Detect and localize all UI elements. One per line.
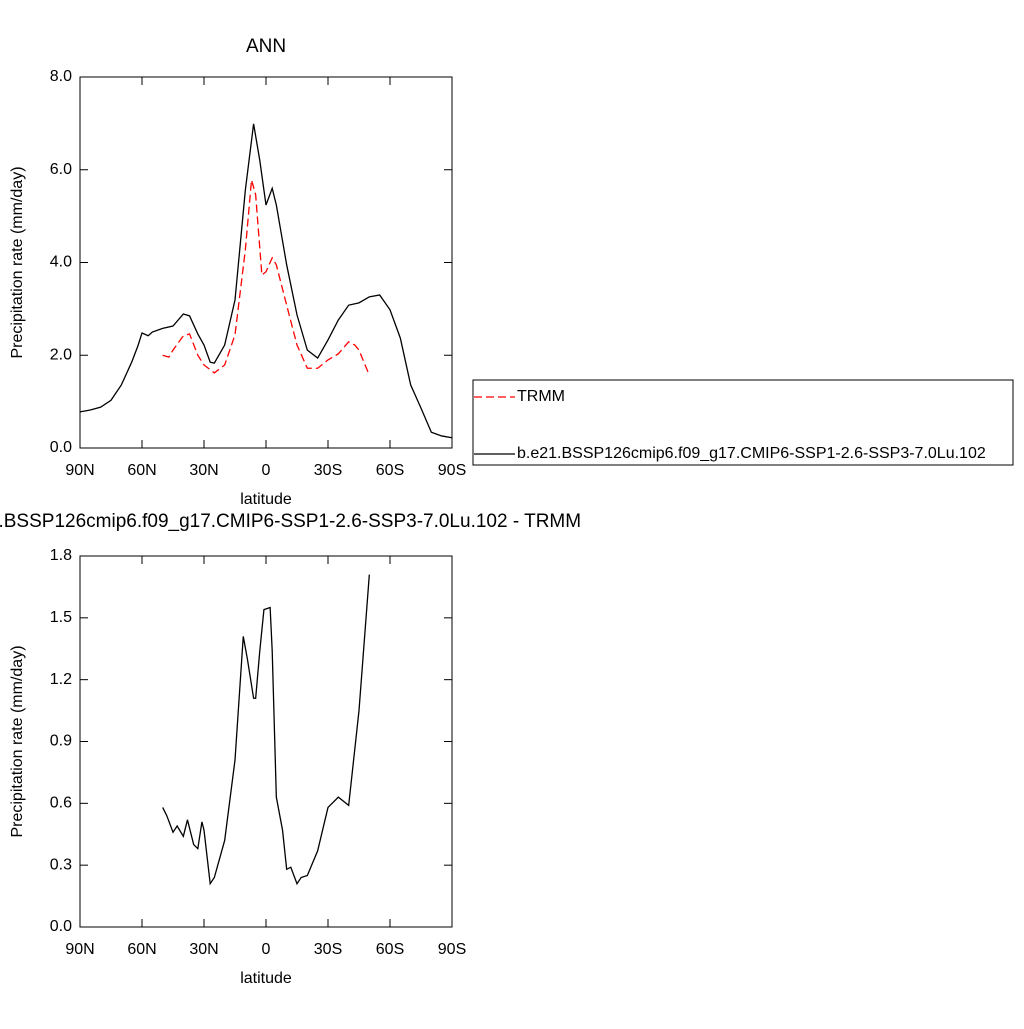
plot-frame bbox=[79, 555, 453, 928]
legend-label: b.e21.BSSP126cmip6.f09_g17.CMIP6-SSP1-2.… bbox=[517, 445, 986, 462]
plot-frame bbox=[79, 76, 453, 449]
x-axis-label: latitude bbox=[240, 491, 292, 508]
y-axis-label: Precipitation rate (mm/day) bbox=[9, 166, 26, 358]
x-tick-label: 30N bbox=[189, 941, 218, 958]
x-tick-label: 0 bbox=[262, 462, 271, 479]
y-tick-label: 2.0 bbox=[50, 346, 72, 363]
y-tick-label: 8.0 bbox=[50, 68, 72, 85]
y-tick-label: 0.6 bbox=[50, 795, 72, 812]
y-tick-label: 0.3 bbox=[50, 856, 72, 873]
y-tick-label: 6.0 bbox=[50, 161, 72, 178]
chart-title: b.e21.BSSP126cmip6.f09_g17.CMIP6-SSP1-2.… bbox=[0, 511, 581, 532]
y-tick-label: 1.8 bbox=[50, 547, 72, 564]
y-axis-label: Precipitation rate (mm/day) bbox=[9, 645, 26, 837]
x-axis-label: latitude bbox=[240, 970, 292, 987]
y-tick-label: 1.5 bbox=[50, 609, 72, 626]
x-tick-label: 60N bbox=[127, 941, 156, 958]
legend-box bbox=[472, 379, 1014, 466]
y-tick-label: 0.9 bbox=[50, 733, 72, 750]
data-line bbox=[162, 574, 370, 886]
data-line bbox=[162, 179, 370, 376]
x-tick-label: 90S bbox=[438, 941, 466, 958]
x-tick-label: 90N bbox=[65, 941, 94, 958]
y-tick-label: 1.2 bbox=[50, 671, 72, 688]
x-tick-label: 30S bbox=[314, 462, 342, 479]
x-tick-label: 0 bbox=[262, 941, 271, 958]
x-tick-label: 90S bbox=[438, 462, 466, 479]
data-line bbox=[79, 123, 453, 439]
chart-title: ANN bbox=[246, 36, 286, 57]
x-tick-label: 30S bbox=[314, 941, 342, 958]
x-tick-label: 30N bbox=[189, 462, 218, 479]
x-tick-label: 60S bbox=[376, 941, 404, 958]
x-tick-label: 90N bbox=[65, 462, 94, 479]
legend: TRMM b.e21.BSSP126cmip6.f09_g17.CMIP6-SSP… bbox=[472, 379, 1014, 466]
legend-label: TRMM bbox=[517, 388, 565, 405]
x-tick-label: 60S bbox=[376, 462, 404, 479]
y-tick-label: 0.0 bbox=[50, 439, 72, 456]
x-tick-label: 60N bbox=[127, 462, 156, 479]
y-tick-label: 0.0 bbox=[50, 918, 72, 935]
y-tick-label: 4.0 bbox=[50, 254, 72, 271]
